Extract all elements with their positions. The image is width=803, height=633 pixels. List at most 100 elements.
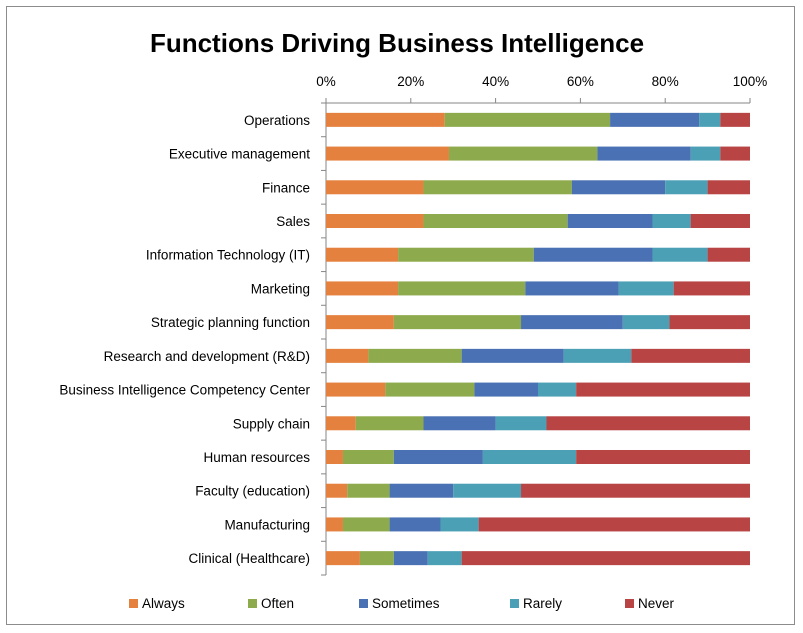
- legend-label: Rarely: [523, 596, 562, 611]
- bar-always-13: [326, 551, 360, 566]
- bar-often-1: [448, 146, 598, 161]
- bar-rarely-11: [453, 483, 522, 498]
- x-tick-label: 40%: [482, 74, 509, 89]
- legend-swatch-never: [625, 599, 634, 608]
- category-label: Faculty (education): [195, 484, 310, 499]
- bar-rarely-3: [652, 214, 691, 228]
- bar-rarely-5: [618, 281, 674, 296]
- bar-rarely-6: [622, 315, 670, 330]
- bar-rarely-8: [538, 382, 577, 397]
- x-tick-label: 20%: [397, 74, 424, 89]
- bar-rarely-1: [690, 146, 721, 161]
- bar-never-10: [576, 450, 750, 464]
- bar-rarely-9: [495, 416, 547, 431]
- bar-never-2: [707, 180, 750, 195]
- bar-rarely-10: [482, 450, 577, 464]
- bar-always-2: [326, 180, 424, 195]
- bar-sometimes-7: [461, 348, 564, 363]
- bar-never-5: [673, 281, 750, 296]
- bar-rarely-7: [563, 348, 632, 363]
- bar-always-4: [326, 247, 399, 262]
- category-label: Operations: [244, 113, 310, 128]
- bar-sometimes-0: [610, 112, 700, 127]
- bar-often-13: [359, 551, 394, 566]
- bar-sometimes-2: [571, 180, 666, 195]
- bar-never-7: [631, 348, 750, 363]
- bar-always-12: [326, 517, 343, 532]
- bar-always-10: [326, 450, 343, 464]
- bar-never-0: [720, 112, 750, 127]
- bar-sometimes-9: [423, 416, 496, 431]
- bar-often-5: [398, 281, 526, 296]
- bar-always-5: [326, 281, 399, 296]
- bar-never-4: [707, 247, 750, 262]
- legend-label: Never: [638, 596, 675, 611]
- bar-often-0: [444, 112, 611, 127]
- legend-label: Often: [261, 596, 294, 611]
- legend: Always Often Sometimes Rarely Never: [129, 596, 675, 611]
- bar-often-10: [342, 450, 394, 464]
- x-axis-ticks: 0% 20% 40% 60% 80% 100%: [316, 74, 767, 89]
- legend-label: Sometimes: [372, 596, 440, 611]
- category-label: Human resources: [203, 450, 310, 465]
- category-label: Clinical (Healthcare): [188, 551, 310, 566]
- bar-rarely-0: [699, 112, 721, 127]
- bar-never-11: [521, 483, 750, 498]
- category-label: Information Technology (IT): [146, 248, 310, 263]
- bar-always-6: [326, 315, 394, 330]
- bar-always-11: [326, 483, 348, 498]
- bar-often-4: [398, 247, 534, 262]
- bar-always-9: [326, 416, 356, 431]
- category-label: Finance: [262, 180, 310, 195]
- bar-often-8: [385, 382, 475, 397]
- bars: [326, 112, 750, 566]
- x-tick-label: 100%: [733, 74, 768, 89]
- bar-sometimes-5: [525, 281, 619, 296]
- bar-never-1: [720, 146, 750, 161]
- bar-rarely-13: [427, 551, 462, 566]
- category-label: Sales: [276, 214, 310, 229]
- legend-swatch-rarely: [510, 599, 519, 608]
- x-tick-label: 0%: [316, 74, 336, 89]
- bar-always-8: [326, 382, 386, 397]
- bar-never-3: [690, 214, 750, 228]
- bar-often-11: [347, 483, 390, 498]
- legend-label: Always: [142, 596, 185, 611]
- bar-never-9: [546, 416, 750, 431]
- bar-sometimes-1: [597, 146, 691, 161]
- bar-often-2: [423, 180, 572, 195]
- bar-often-3: [423, 214, 568, 228]
- bar-often-7: [368, 348, 462, 363]
- legend-swatch-always: [129, 599, 138, 608]
- bar-never-6: [669, 315, 750, 330]
- bar-sometimes-6: [521, 315, 623, 330]
- chart-title: Functions Driving Business Intelligence: [150, 28, 644, 58]
- bar-often-12: [342, 517, 390, 532]
- category-label: Strategic planning function: [151, 315, 310, 330]
- bar-never-13: [461, 551, 750, 566]
- category-label: Research and development (R&D): [104, 349, 310, 364]
- axes: [321, 98, 751, 576]
- bar-sometimes-4: [533, 247, 653, 262]
- bar-often-9: [355, 416, 424, 431]
- bar-always-0: [326, 112, 445, 127]
- bar-always-1: [326, 146, 449, 161]
- category-label: Business Intelligence Competency Center: [59, 383, 310, 398]
- category-labels: Operations Executive management Finance Sal…: [59, 113, 310, 566]
- bar-rarely-12: [440, 517, 479, 532]
- bar-always-7: [326, 348, 369, 363]
- x-tick-label: 80%: [652, 74, 679, 89]
- bar-rarely-2: [665, 180, 708, 195]
- category-label: Manufacturing: [224, 517, 310, 532]
- bar-sometimes-11: [389, 483, 454, 498]
- legend-swatch-sometimes: [359, 599, 368, 608]
- bar-sometimes-8: [474, 382, 538, 397]
- legend-swatch-often: [248, 599, 257, 608]
- bar-often-6: [393, 315, 522, 330]
- category-label: Executive management: [169, 147, 310, 162]
- bar-always-3: [326, 214, 424, 228]
- bar-sometimes-10: [393, 450, 483, 464]
- x-tick-label: 60%: [567, 74, 594, 89]
- bar-never-12: [478, 517, 750, 532]
